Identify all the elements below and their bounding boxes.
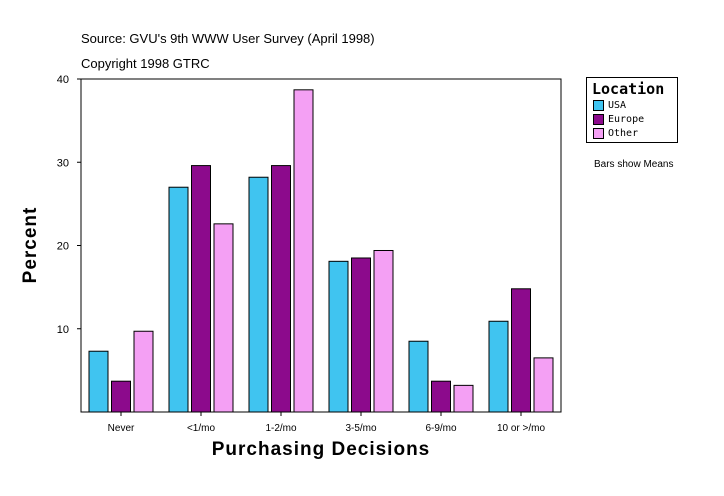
source-note: Source: GVU's 9th WWW User Survey (April…	[81, 31, 375, 46]
y-tick-label: 20	[57, 241, 69, 253]
bar-usa-0	[88, 350, 109, 413]
bar-usa-1	[168, 186, 189, 413]
bar-other-2	[293, 89, 314, 413]
legend: Location USA Europe Other	[586, 77, 678, 143]
x-tick-label: 6-9/mo	[425, 423, 457, 434]
bar-usa-3	[328, 260, 349, 413]
bar-other-1	[213, 223, 234, 413]
legend-swatch-other	[593, 128, 604, 139]
x-tick-label: 10 or >/mo	[497, 423, 546, 434]
bar-europe-1	[191, 165, 211, 413]
y-axis-label: Percent	[20, 206, 41, 284]
legend-title: Location	[592, 80, 665, 98]
legend-swatch-usa	[593, 100, 604, 111]
bar-europe-0	[111, 380, 131, 413]
bar-other-3	[373, 249, 394, 413]
legend-item-usa: USA	[593, 100, 626, 112]
legend-label-other: Other	[608, 128, 639, 139]
legend-label-europe: Europe	[608, 114, 645, 125]
bars-show-means-note: Bars show Means	[594, 159, 674, 170]
copyright-note: Copyright 1998 GTRC	[81, 56, 210, 71]
bar-usa-4	[408, 340, 429, 413]
bar-usa-5	[488, 320, 509, 413]
bar-other-4	[453, 384, 474, 413]
legend-label-usa: USA	[608, 100, 627, 111]
y-axis: 10 20 30 40	[57, 74, 81, 336]
y-tick-label: 30	[57, 157, 69, 169]
bar-europe-5	[511, 288, 531, 413]
bar-europe-3	[351, 257, 371, 413]
x-tick-label: <1/mo	[187, 423, 216, 434]
y-tick-label: 40	[57, 74, 69, 86]
bar-usa-2	[248, 176, 269, 413]
x-tick-label: Never	[108, 423, 135, 434]
x-axis-label: Purchasing Decisions	[211, 439, 431, 460]
plot-area	[80, 78, 562, 413]
bar-europe-4	[431, 380, 451, 413]
bar-other-0	[133, 330, 154, 413]
legend-item-europe: Europe	[593, 114, 644, 126]
x-tick-label: 3-5/mo	[345, 423, 377, 434]
x-axis: Never <1/mo 1-2/mo 3-5/mo 6-9/mo 10 or >/mo	[108, 412, 546, 434]
bar-other-5	[533, 357, 554, 413]
x-tick-label: 1-2/mo	[265, 423, 297, 434]
legend-item-other: Other	[593, 128, 638, 140]
y-tick-label: 10	[57, 324, 69, 336]
bar-europe-2	[271, 165, 291, 413]
legend-swatch-europe	[593, 114, 604, 125]
bars-group	[88, 89, 554, 413]
